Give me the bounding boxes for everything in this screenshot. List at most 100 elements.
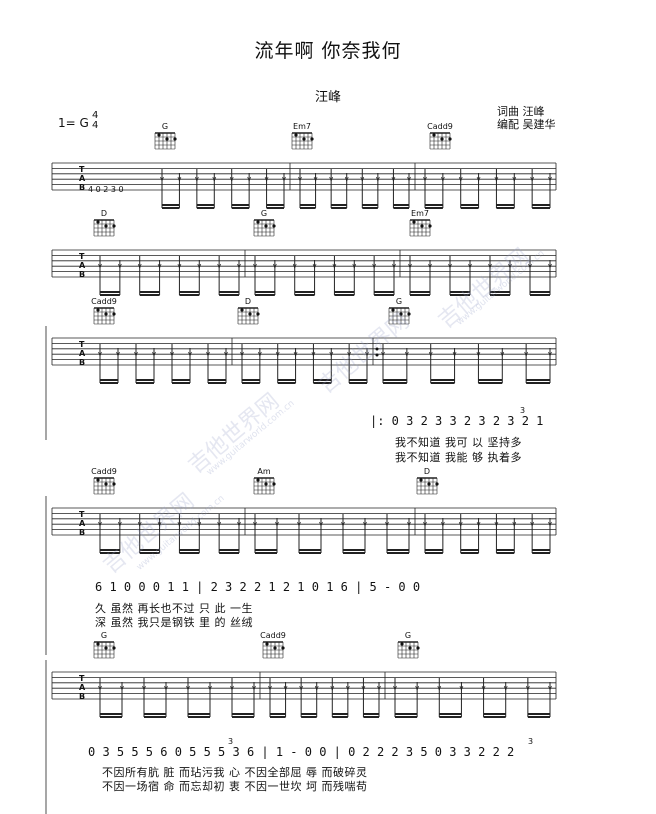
chord-dot — [96, 220, 100, 224]
chord-diagram: G — [388, 297, 411, 325]
chord-diagram: D — [93, 209, 116, 237]
chord-diagram: Cadd9 — [91, 297, 117, 325]
lyric-line-2b: 深 虽然 我只是钢铁 里 的 丝绒 — [95, 616, 253, 629]
strum-arrow — [299, 685, 303, 691]
tab-letter: B — [79, 692, 85, 701]
strum-arrow — [488, 263, 492, 269]
chord-diagram: Am — [253, 467, 276, 495]
strum-arrow — [548, 176, 552, 182]
strum-arrow — [441, 176, 445, 182]
chord-dot — [272, 224, 276, 228]
strum-arrow — [240, 351, 244, 357]
chord-dot — [112, 482, 116, 486]
strum-arrow — [98, 685, 102, 691]
strum-arrow — [332, 263, 337, 269]
chord-dot — [157, 133, 161, 137]
chord-dot — [104, 482, 108, 486]
strum-arrow — [273, 263, 277, 269]
strum-arrow — [142, 685, 146, 691]
chord-diagram: Cadd9 — [91, 467, 117, 495]
chord-dot — [420, 224, 424, 228]
strum-arrow — [508, 263, 512, 269]
strum-arrow — [98, 521, 102, 527]
strum-arrow — [275, 521, 279, 527]
chord-diagram: Cadd9 — [260, 631, 286, 659]
strum-arrow — [476, 351, 481, 357]
strum-arrow — [408, 263, 412, 269]
tab-letter: T — [79, 165, 85, 174]
chord-name: Em7 — [411, 209, 429, 218]
tab-letter: A — [79, 519, 86, 528]
tab-letter: T — [79, 340, 85, 349]
strum-arrow — [282, 176, 286, 182]
strum-arrow — [363, 521, 367, 527]
chord-diagram: G — [93, 631, 116, 659]
chord-dot — [408, 646, 412, 650]
chord-diagram: G — [253, 209, 276, 237]
chord-dot — [416, 646, 420, 650]
strum-arrow — [548, 263, 552, 269]
strum-arrow — [452, 351, 457, 357]
chord-diagram: Em7 — [291, 122, 314, 150]
strum-arrow — [197, 521, 202, 527]
chord-dot — [112, 646, 116, 650]
strum-arrow — [120, 685, 124, 691]
strum-arrow — [512, 521, 517, 527]
strum-arrow — [548, 521, 552, 527]
strum-arrow — [548, 685, 552, 691]
strum-arrow — [313, 176, 318, 182]
strum-arrow — [170, 351, 174, 357]
strum-arrow — [237, 263, 241, 269]
triplet-mark: 3 — [520, 406, 526, 415]
tab-letter: B — [79, 183, 85, 192]
strum-arrow — [212, 176, 217, 182]
chord-name: D — [101, 209, 107, 218]
chord-name: Cadd9 — [91, 297, 117, 306]
strum-arrow — [98, 351, 102, 357]
chord-dot — [112, 312, 116, 316]
tab-letter: A — [79, 261, 86, 270]
strum-arrow — [468, 263, 472, 269]
strum-arrow — [253, 263, 257, 269]
lyric-line-3a: 不因所有肮 脏 而玷污我 心 不因全部屈 辱 而破碎灵 — [102, 766, 368, 779]
strum-arrow — [428, 263, 432, 269]
strum-arrow — [329, 351, 334, 357]
strum-arrow — [298, 176, 302, 182]
notation-line-1: |: 0 3 2 3 3 2 3 2 3 2 1 — [370, 414, 544, 428]
chord-dot — [264, 482, 268, 486]
strum-arrow — [229, 176, 234, 182]
strum-arrow — [458, 521, 463, 527]
credits-arrangement: 编配 吴建华 — [497, 118, 556, 131]
tab-letter: B — [79, 358, 85, 367]
tab-system — [51, 249, 557, 278]
chord-name: Em7 — [293, 122, 311, 131]
notation-line-2: 6 1 0 0 0 1 1 | 2 3 2 2 1 2 1 0 1 6 | 5 … — [95, 580, 421, 594]
strum-arrow — [381, 351, 385, 357]
strum-arrow — [448, 263, 452, 269]
strum-arrow — [293, 351, 298, 357]
strum-arrow — [177, 176, 182, 182]
time-signature: 4 4 — [92, 111, 98, 131]
chord-diagram: D — [416, 467, 439, 495]
chord-dot — [256, 312, 260, 316]
strum-arrow — [208, 685, 212, 691]
tab-system — [45, 496, 557, 655]
strum-arrow — [329, 176, 333, 182]
strum-arrow — [407, 521, 411, 527]
strum-arrow — [481, 685, 486, 691]
strum-arrow — [476, 176, 481, 182]
chord-dot — [240, 308, 244, 312]
chord-dot — [173, 137, 177, 141]
strum-arrow — [134, 351, 138, 357]
strum-arrow — [393, 685, 397, 691]
strum-arrow — [186, 685, 190, 691]
repeat-dot — [375, 353, 379, 357]
chord-dot — [419, 478, 423, 482]
strum-arrow — [494, 176, 499, 182]
credits-lyrics-music: 词曲 汪峰 — [497, 105, 545, 118]
strum-arrow — [283, 685, 288, 691]
strum-arrow — [365, 351, 369, 357]
chord-diagram: G — [397, 631, 420, 659]
strum-arrow — [500, 351, 505, 357]
chord-dot — [448, 137, 452, 141]
